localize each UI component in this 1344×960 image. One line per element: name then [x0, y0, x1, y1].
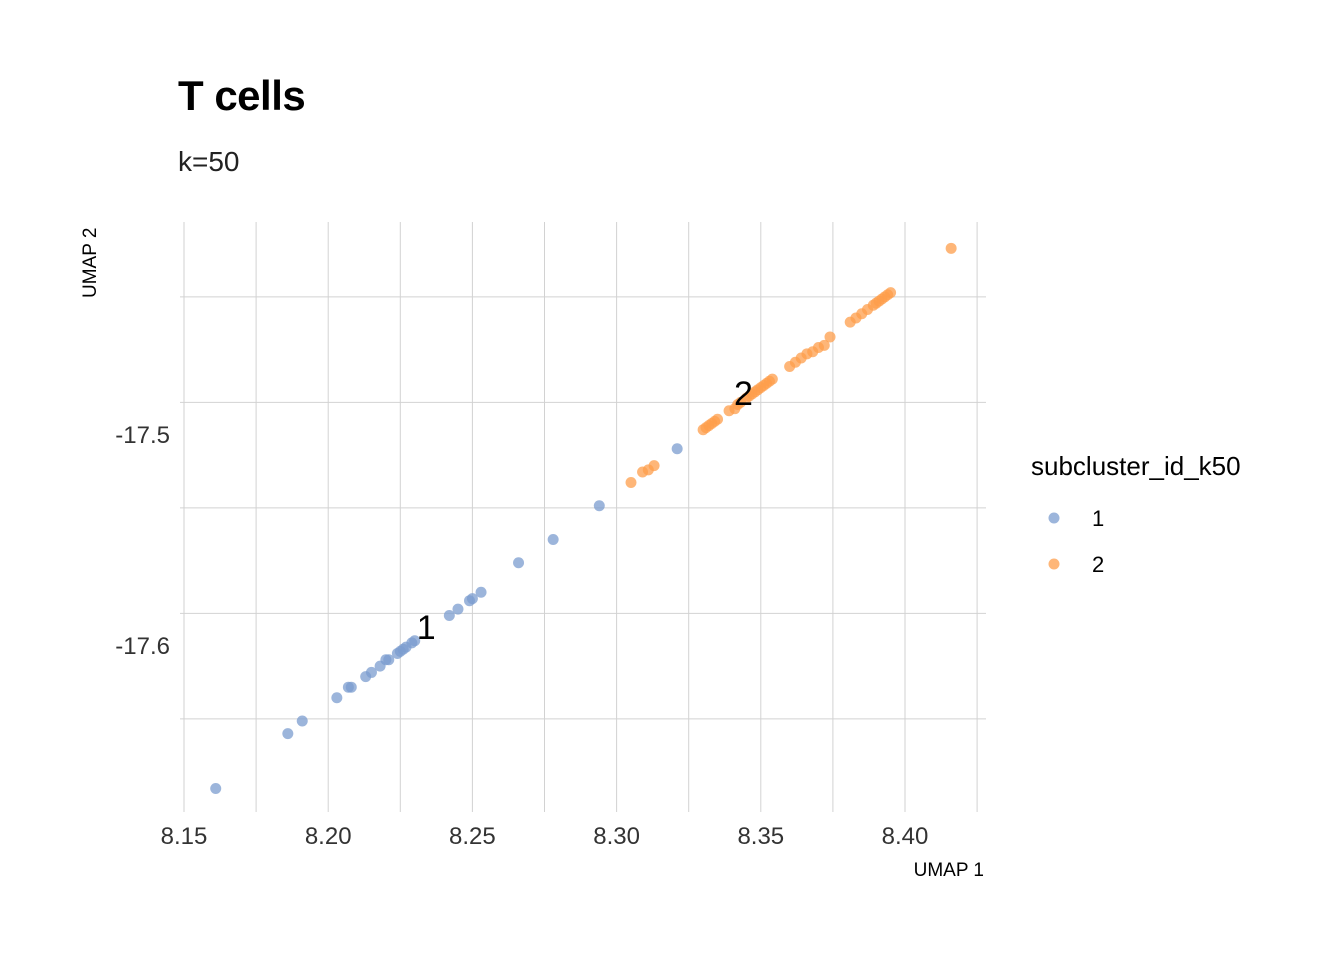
data-point-series-1 [409, 635, 421, 647]
x-tick-label: 8.35 [737, 823, 784, 850]
y-tick-label: -17.5 [115, 422, 170, 449]
x-axis-title: UMAP 1 [914, 860, 984, 881]
legend-items: 12 [1048, 506, 1104, 577]
grid-lines [180, 222, 986, 812]
x-tick-label: 8.30 [593, 823, 640, 850]
legend-label-1: 1 [1092, 506, 1104, 531]
data-point-series-1 [593, 500, 605, 512]
legend-key-1 [1048, 512, 1060, 524]
data-point-series-2 [945, 242, 957, 254]
data-point-series-1 [452, 603, 464, 615]
data-point-series-1 [443, 609, 455, 621]
data-point-series-1 [210, 782, 222, 794]
x-tick-label: 8.15 [161, 823, 208, 850]
data-point-series-2 [766, 373, 778, 385]
legend-title: subcluster_id_k50 [1031, 451, 1241, 481]
legend-key-2 [1048, 558, 1060, 570]
cluster-label-2: 2 [734, 375, 753, 413]
data-point-series-1 [345, 681, 357, 693]
x-tick-label: 8.40 [882, 823, 929, 850]
data-point-series-2 [712, 413, 724, 425]
data-points [210, 242, 957, 794]
data-point-series-1 [331, 692, 343, 704]
data-point-series-1 [547, 534, 559, 545]
data-point-series-2 [625, 477, 637, 489]
data-point-series-2 [818, 339, 830, 351]
data-point-series-2 [824, 331, 836, 343]
x-tick-labels: 8.15 8.20 8.25 8.30 8.35 8.40 [161, 823, 929, 850]
x-tick-label: 8.25 [449, 823, 496, 850]
data-point-series-1 [282, 728, 294, 740]
data-point-series-1 [671, 443, 683, 455]
data-point-series-1 [296, 715, 308, 727]
x-tick-label: 8.20 [305, 823, 352, 850]
y-tick-labels: -17.5 -17.6 [115, 422, 170, 660]
legend-label-2: 2 [1092, 552, 1104, 577]
data-point-series-2 [885, 287, 897, 299]
chart-subtitle: k=50 [178, 146, 240, 177]
cluster-labels: 12 [417, 375, 753, 647]
data-point-series-1 [475, 586, 487, 598]
data-point-series-1 [466, 593, 478, 605]
data-point-series-1 [513, 557, 525, 569]
data-point-series-1 [365, 666, 377, 678]
data-point-series-1 [383, 654, 395, 666]
y-tick-label: -17.6 [115, 633, 170, 660]
legend: subcluster_id_k50 12 [1031, 451, 1241, 577]
data-point-series-2 [648, 460, 660, 472]
chart-title: T cells [178, 72, 306, 119]
y-axis-title: UMAP 2 [80, 228, 101, 298]
cluster-label-1: 1 [417, 609, 436, 647]
